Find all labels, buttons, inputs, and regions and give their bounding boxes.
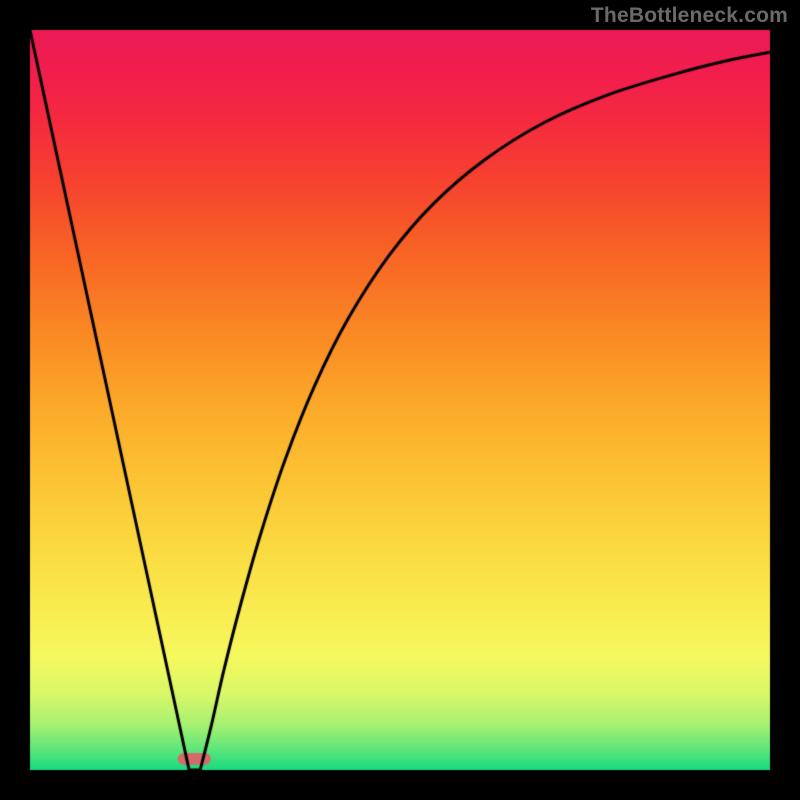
chart-frame: TheBottleneck.com xyxy=(0,0,800,800)
watermark-text: TheBottleneck.com xyxy=(591,4,788,28)
bottleneck-chart-canvas xyxy=(0,0,800,800)
